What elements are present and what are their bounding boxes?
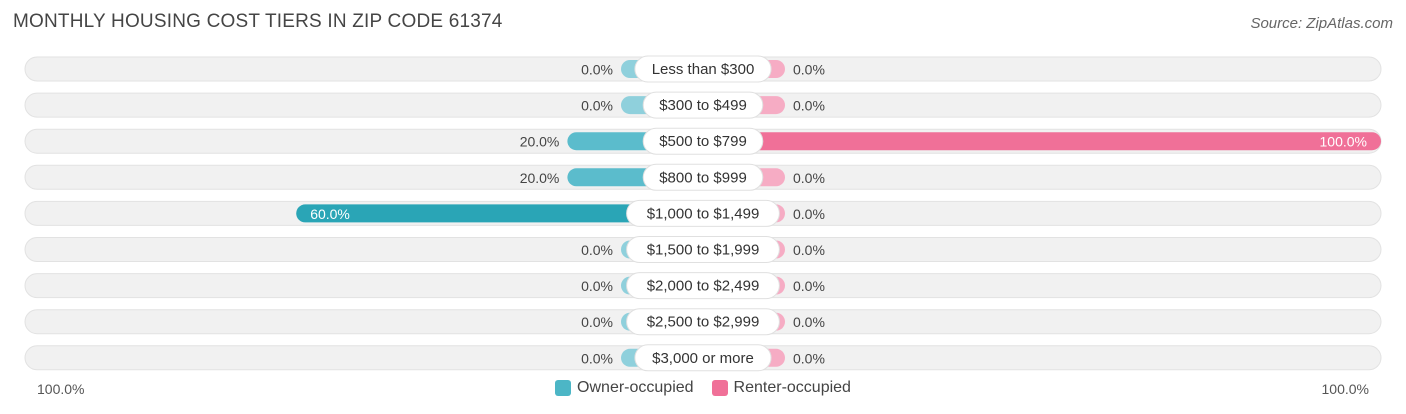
legend-label-owner: Owner-occupied bbox=[577, 379, 694, 396]
category-pill bbox=[626, 272, 780, 300]
category-pill bbox=[626, 236, 780, 263]
value-label-owner: 0.0% bbox=[581, 350, 613, 366]
legend-swatch-renter bbox=[711, 380, 728, 396]
category-label: $1,500 to $1,999 bbox=[647, 242, 760, 259]
category-pill bbox=[626, 308, 780, 336]
value-label-owner: 0.0% bbox=[581, 98, 613, 114]
value-label-renter: 0.0% bbox=[793, 278, 825, 294]
value-label-renter: 0.0% bbox=[793, 170, 825, 186]
category-pill bbox=[634, 55, 772, 83]
value-label-renter: 0.0% bbox=[793, 62, 825, 78]
category-label: $300 to $499 bbox=[659, 97, 747, 114]
value-label-owner: 20.0% bbox=[520, 134, 560, 150]
legend: Owner-occupied Renter-occupied bbox=[0, 379, 1406, 397]
category-label: $2,000 to $2,499 bbox=[647, 278, 760, 295]
category-pill bbox=[626, 199, 780, 227]
category-label: $1,000 to $1,499 bbox=[647, 205, 760, 222]
category-label: $500 to $799 bbox=[659, 133, 747, 150]
legend-swatch-owner bbox=[555, 380, 572, 396]
category-pill bbox=[634, 344, 772, 372]
category-label: $3,000 or more bbox=[652, 350, 754, 367]
legend-item-renter: Renter-occupied bbox=[711, 379, 851, 397]
value-label-renter: 0.0% bbox=[793, 314, 825, 330]
category-label: $800 to $999 bbox=[659, 169, 747, 186]
chart-title: MONTHLY HOUSING COST TIERS IN ZIP CODE 6… bbox=[13, 11, 503, 32]
category-label: Less than $300 bbox=[652, 61, 755, 78]
value-label-renter: 0.0% bbox=[793, 350, 825, 366]
value-label-owner: 20.0% bbox=[520, 170, 560, 186]
source-credit: Source: ZipAtlas.com bbox=[1250, 15, 1393, 32]
value-label-owner: 60.0% bbox=[310, 206, 350, 222]
value-label-renter: 0.0% bbox=[793, 242, 825, 258]
value-label-owner: 0.0% bbox=[581, 62, 613, 78]
value-label-renter: 0.0% bbox=[793, 98, 825, 114]
axis-left-label: 100.0% bbox=[37, 381, 85, 397]
axis-right-label: 100.0% bbox=[1321, 381, 1369, 397]
bar-owner bbox=[296, 204, 703, 223]
category-pill bbox=[642, 91, 764, 119]
value-label-renter: 0.0% bbox=[793, 206, 825, 222]
bar-renter bbox=[703, 132, 1381, 151]
value-label-owner: 0.0% bbox=[581, 314, 613, 330]
legend-item-owner: Owner-occupied bbox=[555, 379, 694, 397]
value-label-renter: 100.0% bbox=[1320, 134, 1367, 150]
legend-label-renter: Renter-occupied bbox=[733, 379, 851, 396]
category-pill bbox=[642, 163, 764, 191]
category-pill bbox=[642, 127, 764, 155]
value-label-owner: 0.0% bbox=[581, 278, 613, 294]
value-label-owner: 0.0% bbox=[581, 242, 613, 258]
category-label: $2,500 to $2,999 bbox=[647, 314, 760, 331]
